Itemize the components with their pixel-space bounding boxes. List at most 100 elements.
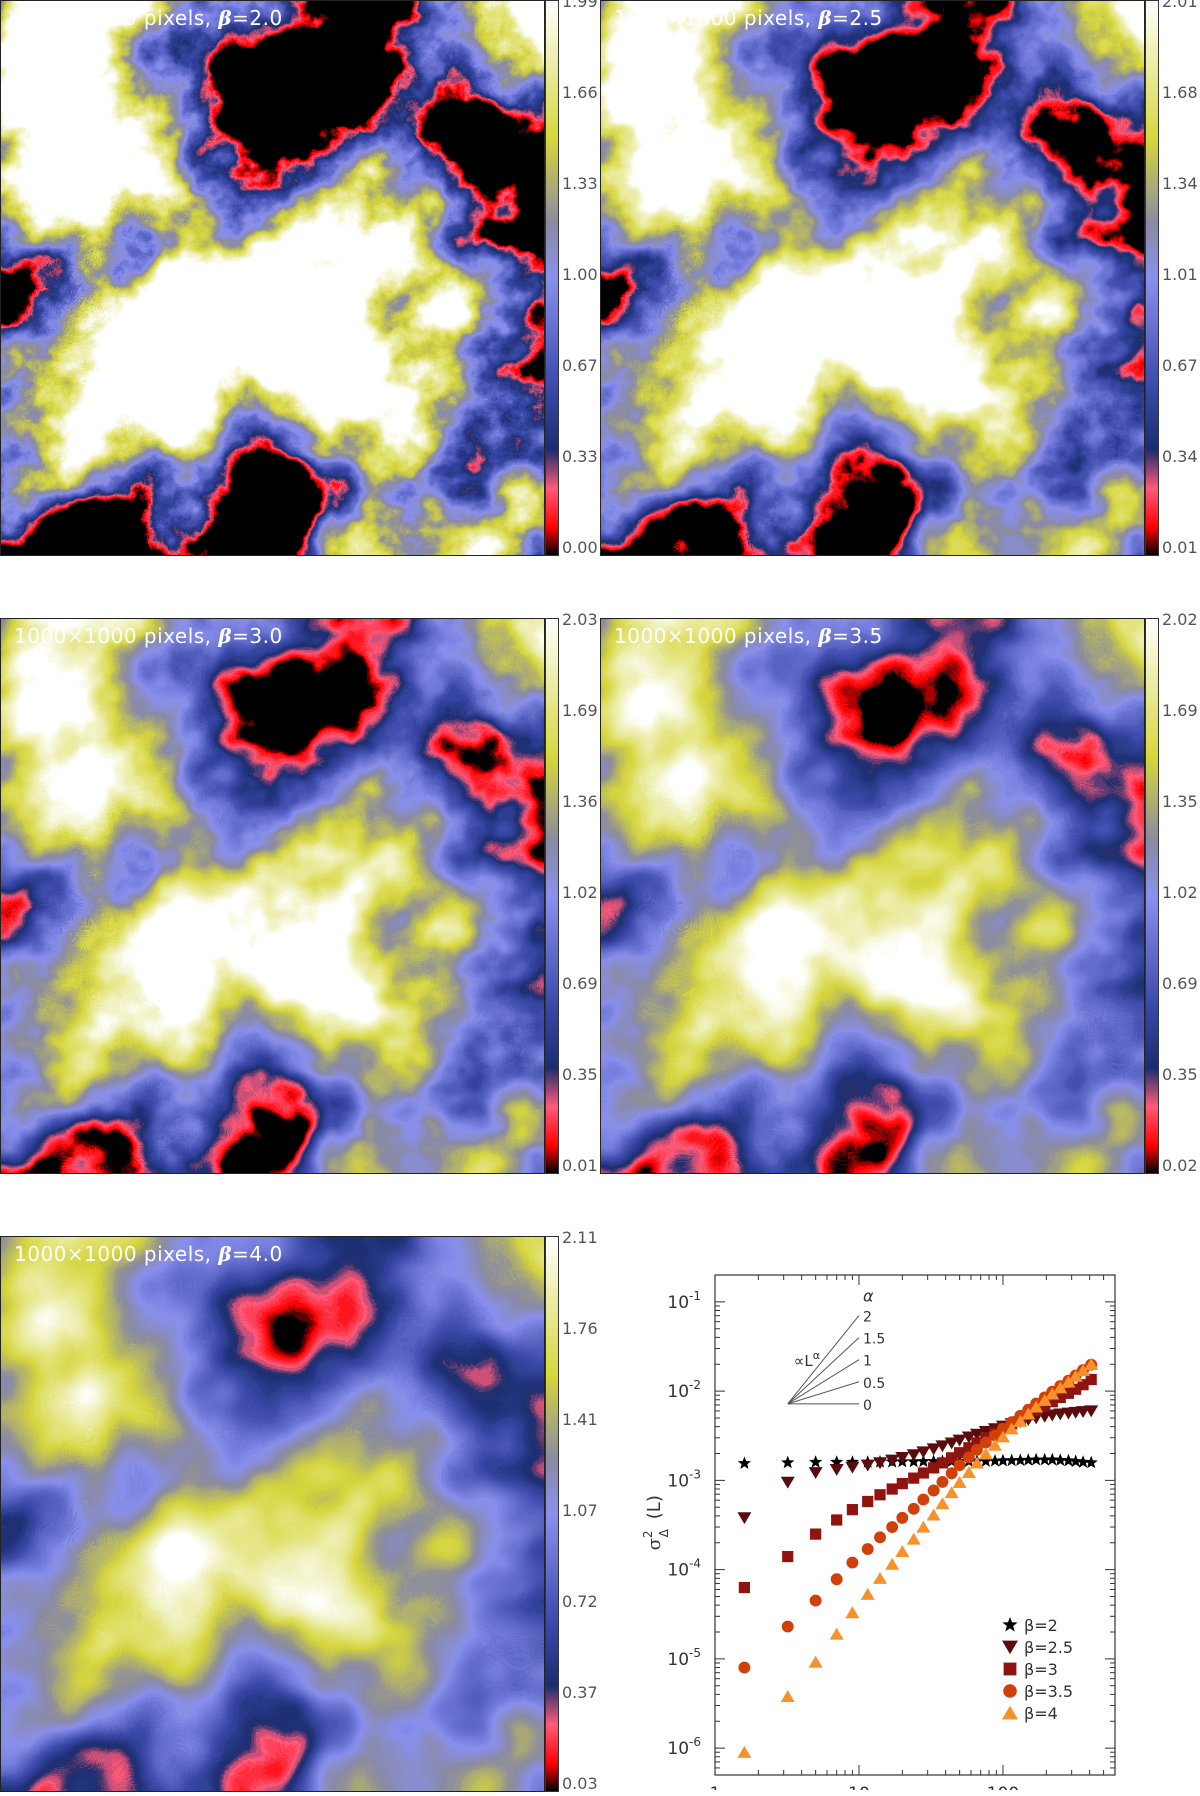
colorbar-tick-label: 0.67 (1162, 356, 1198, 375)
series-square (738, 1373, 1097, 1594)
colorbar (1145, 618, 1159, 1174)
field-map (0, 1236, 545, 1792)
field-texture (1, 1, 544, 555)
y-axis-label: σ2 Δ(L) (641, 1495, 671, 1550)
data-point (1061, 1453, 1076, 1467)
data-point (1005, 1453, 1019, 1467)
data-point (971, 1443, 983, 1456)
slope-line (787, 1381, 860, 1405)
field-map (0, 618, 545, 1174)
data-point (886, 1521, 899, 1533)
data-point (1068, 1369, 1083, 1382)
legend-label: β=2.5 (1024, 1638, 1073, 1657)
slope-label: 1.5 (863, 1332, 885, 1348)
y-tick-label: 10-3 (667, 1467, 701, 1491)
data-point (885, 1557, 900, 1570)
field-map (600, 0, 1145, 556)
slope-label: 1 (863, 1354, 872, 1370)
field-texture (601, 619, 1144, 1173)
colorbar-tick-label: 1.36 (562, 792, 598, 811)
data-point (886, 1483, 898, 1495)
data-point (782, 1550, 794, 1563)
data-point (829, 1464, 844, 1476)
colorbar-tick-label: 0.33 (562, 447, 598, 466)
data-point (1069, 1454, 1083, 1468)
slope-label: 2 (863, 1310, 872, 1326)
data-point (979, 1454, 993, 1467)
data-point (873, 1457, 888, 1470)
data-point (936, 1457, 949, 1469)
panel-label: 1000×1000 pixels, β=2.0 (14, 6, 283, 30)
data-point (907, 1502, 920, 1515)
data-point (860, 1459, 875, 1472)
colorbar-tick-label: 1.02 (562, 883, 598, 902)
data-point (874, 1489, 886, 1501)
data-point (952, 1476, 967, 1488)
data-point (926, 1443, 941, 1456)
colorbar-tick-label: 1.41 (562, 1410, 598, 1429)
colorbar (545, 1236, 559, 1792)
data-point (926, 1508, 941, 1521)
data-point (1053, 1453, 1067, 1466)
colorbar-tick-label: 0.72 (562, 1592, 598, 1611)
panel-label: 1000×1000 pixels, β=3.0 (14, 624, 283, 648)
data-point (874, 1531, 886, 1544)
colorbar-tick-label: 1.34 (1162, 174, 1198, 193)
y-tick-label: 10-6 (667, 1735, 701, 1759)
data-point (962, 1451, 975, 1464)
data-point (1085, 1373, 1097, 1386)
y-tick-label: 10-2 (667, 1378, 701, 1402)
data-point (738, 1581, 750, 1594)
colorbar-tick-label: 0.69 (1162, 974, 1198, 993)
data-point (995, 1430, 1010, 1443)
field-panel-5: 1000×1000 pixels, β=4.0 2.11 1.76 1.41 1.07… (0, 1228, 600, 1796)
colorbar-tick-label: 0.00 (562, 538, 598, 557)
data-point (953, 1459, 966, 1472)
data-point (1076, 1455, 1090, 1468)
colorbar-tick-label: 0.35 (1162, 1065, 1198, 1084)
legend-label: β=4 (1024, 1704, 1058, 1723)
data-point (737, 1512, 752, 1525)
field-panel-1: 1000×1000 pixels, β=2.0 1.99 1.66 1.33 1.00… (0, 0, 600, 560)
colorbar-tick-label: 1.69 (562, 701, 598, 720)
slope-guide: 2 1.5 1 0.5 0 α ∝Lα (787, 1287, 885, 1414)
slope-guide-symbol: ∝Lα (794, 1349, 820, 1370)
x-tick-label: 10 (848, 1784, 870, 1790)
data-point (946, 1452, 958, 1464)
panel-label: 1000×1000 pixels, β=3.5 (614, 624, 883, 648)
y-tick-label: 10-5 (667, 1646, 701, 1670)
data-point (916, 1446, 931, 1459)
data-point (1045, 1387, 1060, 1400)
data-point (1061, 1375, 1076, 1388)
data-point (829, 1627, 844, 1640)
data-point (917, 1493, 930, 1506)
data-point (969, 1428, 984, 1441)
data-point (1084, 1405, 1099, 1418)
colorbar-tick-label: 1.66 (562, 83, 598, 102)
slope-line (787, 1337, 860, 1405)
colorbar-tick-label: 1.69 (1162, 701, 1198, 720)
plot-frame (714, 1274, 1116, 1776)
data-point (808, 1655, 823, 1668)
colorbar-tick-label: 1.02 (1162, 883, 1198, 902)
colorbar-tick-label: 1.68 (1162, 83, 1198, 102)
field-map (0, 0, 545, 556)
colorbar-tick-label: 0.37 (562, 1683, 598, 1702)
data-point (845, 1455, 859, 1468)
data-point (979, 1436, 992, 1449)
data-point (1084, 1455, 1098, 1469)
legend-label: β=3.5 (1024, 1682, 1073, 1701)
colorbar-tick-label: 1.00 (562, 265, 598, 284)
field-texture (1, 619, 544, 1173)
x-tick-label: 1 (710, 1784, 721, 1790)
data-point (1029, 1400, 1044, 1413)
colorbar-tick-label: 2.01 (1162, 0, 1198, 11)
data-point (1039, 1400, 1051, 1412)
data-point (969, 1456, 984, 1469)
data-point (908, 1472, 920, 1484)
data-point (830, 1455, 844, 1468)
data-point (860, 1587, 875, 1600)
colorbar-tick-label: 0.69 (562, 974, 598, 993)
data-point (917, 1467, 929, 1479)
colorbar-tick-label: 1.35 (1162, 792, 1198, 811)
